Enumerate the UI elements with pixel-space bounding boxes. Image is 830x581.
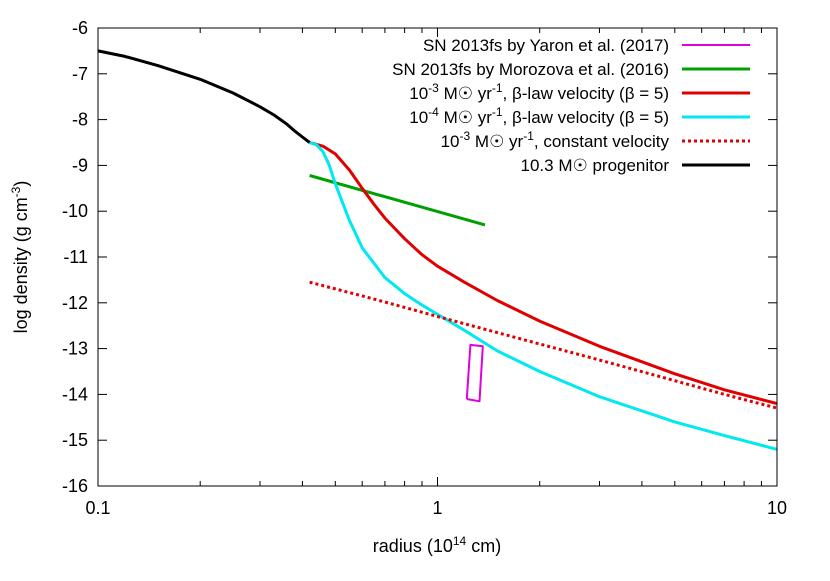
y-tick-label: -9 <box>72 155 88 175</box>
x-axis-title: radius (1014 cm) <box>373 534 501 556</box>
series-progenitor <box>97 49 311 144</box>
series-constant-velocity <box>309 280 778 410</box>
legend-entry-morozova: SN 2013fs by Morozova et al. (2016) <box>392 60 750 79</box>
plot-series <box>97 49 778 451</box>
y-tick-label: -12 <box>62 293 88 313</box>
svg-text:10-3 M☉ yr-1, constant velocit: 10-3 M☉ yr-1, constant velocity <box>441 129 670 151</box>
x-tick-label: 0.1 <box>85 498 110 518</box>
legend-entry-beta-1e-3: 10-3 M☉ yr-1, β-law velocity (β = 5) <box>409 81 750 103</box>
y-axis-title: log density (g cm-3) <box>9 181 31 334</box>
legend: SN 2013fs by Yaron et al. (2017) SN 2013… <box>392 36 750 175</box>
series-yaron-box <box>465 343 484 403</box>
legend-entry-yaron: SN 2013fs by Yaron et al. (2017) <box>423 36 750 55</box>
y-tick-label: -11 <box>63 247 88 267</box>
y-tick-label: -13 <box>62 339 88 359</box>
svg-text:10.3 M☉ progenitor: 10.3 M☉ progenitor <box>521 156 670 175</box>
series-morozova <box>309 174 486 227</box>
y-tick-label: -8 <box>72 110 88 130</box>
legend-entry-progenitor: 10.3 M☉ progenitor <box>521 156 750 175</box>
axis-ticks <box>97 27 778 487</box>
svg-text:10-3 M☉ yr-1, β-law velocity (: 10-3 M☉ yr-1, β-law velocity (β = 5) <box>409 81 669 103</box>
series-beta-1e-4 <box>309 141 778 451</box>
y-tick-label: -15 <box>62 430 88 450</box>
y-tick-label: -14 <box>62 384 88 404</box>
plot-frame <box>97 27 778 487</box>
series-beta-1e-3 <box>309 141 778 406</box>
tick-labels: -6 -7 -8 -9 -10 -11 -12 -13 -14 -15 -160.1 1 10 <box>62 18 787 518</box>
legend-entry-constant: 10-3 M☉ yr-1, constant velocity <box>441 129 750 151</box>
y-tick-label: -7 <box>72 64 88 84</box>
svg-text:10-4 M☉ yr-1, β-law velocity (: 10-4 M☉ yr-1, β-law velocity (β = 5) <box>409 105 669 127</box>
x-tick-label: 1 <box>432 498 442 518</box>
x-tick-label: 10 <box>767 498 787 518</box>
svg-text:SN 2013fs by Yaron et al. (201: SN 2013fs by Yaron et al. (2017) <box>423 36 669 55</box>
y-tick-label: -10 <box>62 201 88 221</box>
y-tick-label: -16 <box>62 476 88 496</box>
y-tick-label: -6 <box>72 18 88 38</box>
svg-text:SN 2013fs by Morozova et al. (: SN 2013fs by Morozova et al. (2016) <box>392 60 669 79</box>
legend-entry-beta-1e-4: 10-4 M☉ yr-1, β-law velocity (β = 5) <box>409 105 750 127</box>
